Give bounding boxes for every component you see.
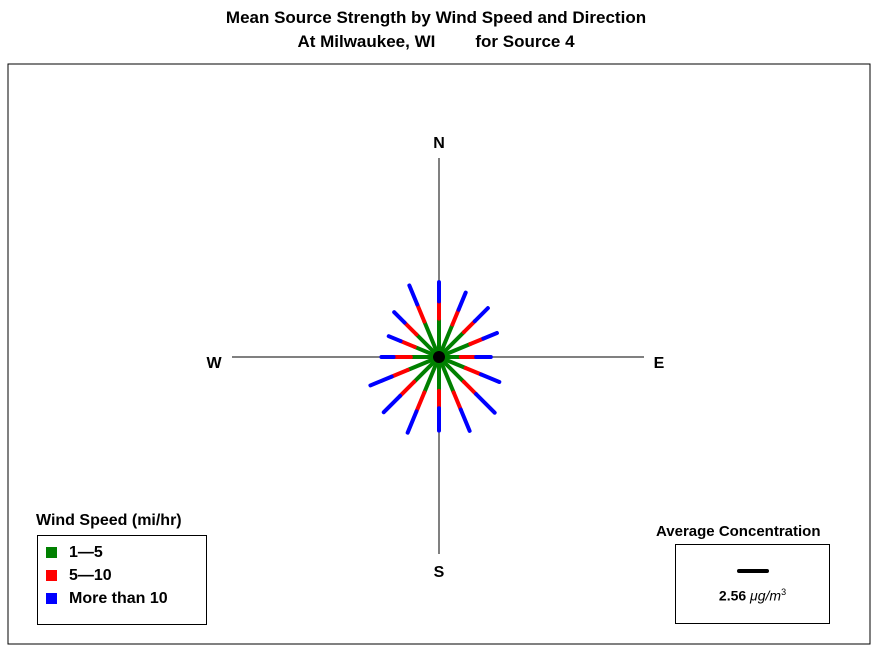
spoke-1-mid-segment — [450, 307, 461, 327]
plot-frame — [7, 63, 871, 645]
legend-label-low: 1—5 — [69, 543, 103, 561]
legend-swatch-blue — [46, 593, 57, 604]
legend: 1—5 5—10 More than 10 — [37, 535, 207, 625]
average-concentration-box: 2.56 μg/m3 — [675, 544, 830, 624]
spoke-6-mid-segment — [461, 379, 479, 397]
compass-east-label: E — [654, 355, 665, 372]
legend-item-low: 1—5 — [46, 541, 206, 564]
legend-item-high: More than 10 — [46, 587, 206, 610]
spoke-13-high-segment — [386, 334, 403, 344]
spoke-3-mid-segment — [468, 336, 486, 347]
spoke-7-high-segment — [458, 407, 472, 433]
average-concentration-value: 2.56 — [718, 587, 747, 604]
average-concentration-title: Average Concentration — [656, 523, 821, 540]
compass-west-label: W — [206, 355, 222, 372]
spoke-6-high-segment — [474, 392, 497, 415]
spoke-5-mid-segment — [463, 366, 483, 377]
legend-swatch-green — [46, 547, 57, 558]
center-hub — [433, 351, 445, 363]
chart-title: Mean Source Strength by Wind Speed and D… — [225, 8, 647, 27]
spoke-15-low-segment — [422, 319, 441, 359]
spoke-2-mid-segment — [461, 319, 477, 335]
spoke-9-low-segment — [422, 355, 441, 395]
compass-north-label: N — [433, 135, 445, 152]
spoke-11-mid-segment — [389, 367, 410, 379]
spoke-3-high-segment — [481, 330, 499, 341]
legend-label-high: More than 10 — [69, 589, 168, 607]
spoke-10-mid-segment — [398, 379, 417, 398]
spoke-15-mid-segment — [415, 302, 427, 324]
legend-title: Wind Speed (mi/hr) — [36, 512, 182, 529]
average-concentration-unit: μg/m — [750, 587, 782, 604]
spoke-5-high-segment — [478, 372, 502, 384]
average-concentration-unit-exponent: 3 — [781, 587, 787, 597]
spoke-2-high-segment — [472, 306, 490, 324]
spoke-7-low-segment — [437, 355, 456, 395]
spoke-1-high-segment — [456, 290, 468, 312]
legend-swatch-red — [46, 570, 57, 581]
spoke-9-high-segment — [405, 409, 419, 435]
spoke-9-mid-segment — [414, 390, 427, 414]
spoke-14-mid-segment — [402, 320, 419, 337]
subtitle-source: for Source 4 — [475, 32, 575, 51]
average-concentration-scale-bar — [737, 569, 769, 573]
wind-rose-spokes — [368, 280, 502, 435]
chart-subtitle: At Milwaukee, WI for Source 4 — [0, 32, 872, 52]
spoke-11-high-segment — [368, 374, 394, 388]
average-concentration-label: 2.56 μg/m3 — [676, 587, 829, 604]
spoke-10-high-segment — [381, 393, 403, 415]
compass-south-label: S — [434, 564, 445, 581]
spoke-7-mid-segment — [451, 390, 463, 412]
legend-label-mid: 5—10 — [69, 566, 112, 584]
subtitle-location: At Milwaukee, WI — [297, 32, 436, 51]
legend-item-mid: 5—10 — [46, 564, 206, 587]
spoke-15-high-segment — [407, 283, 420, 307]
spoke-14-high-segment — [392, 310, 407, 325]
spoke-13-mid-segment — [398, 339, 417, 349]
